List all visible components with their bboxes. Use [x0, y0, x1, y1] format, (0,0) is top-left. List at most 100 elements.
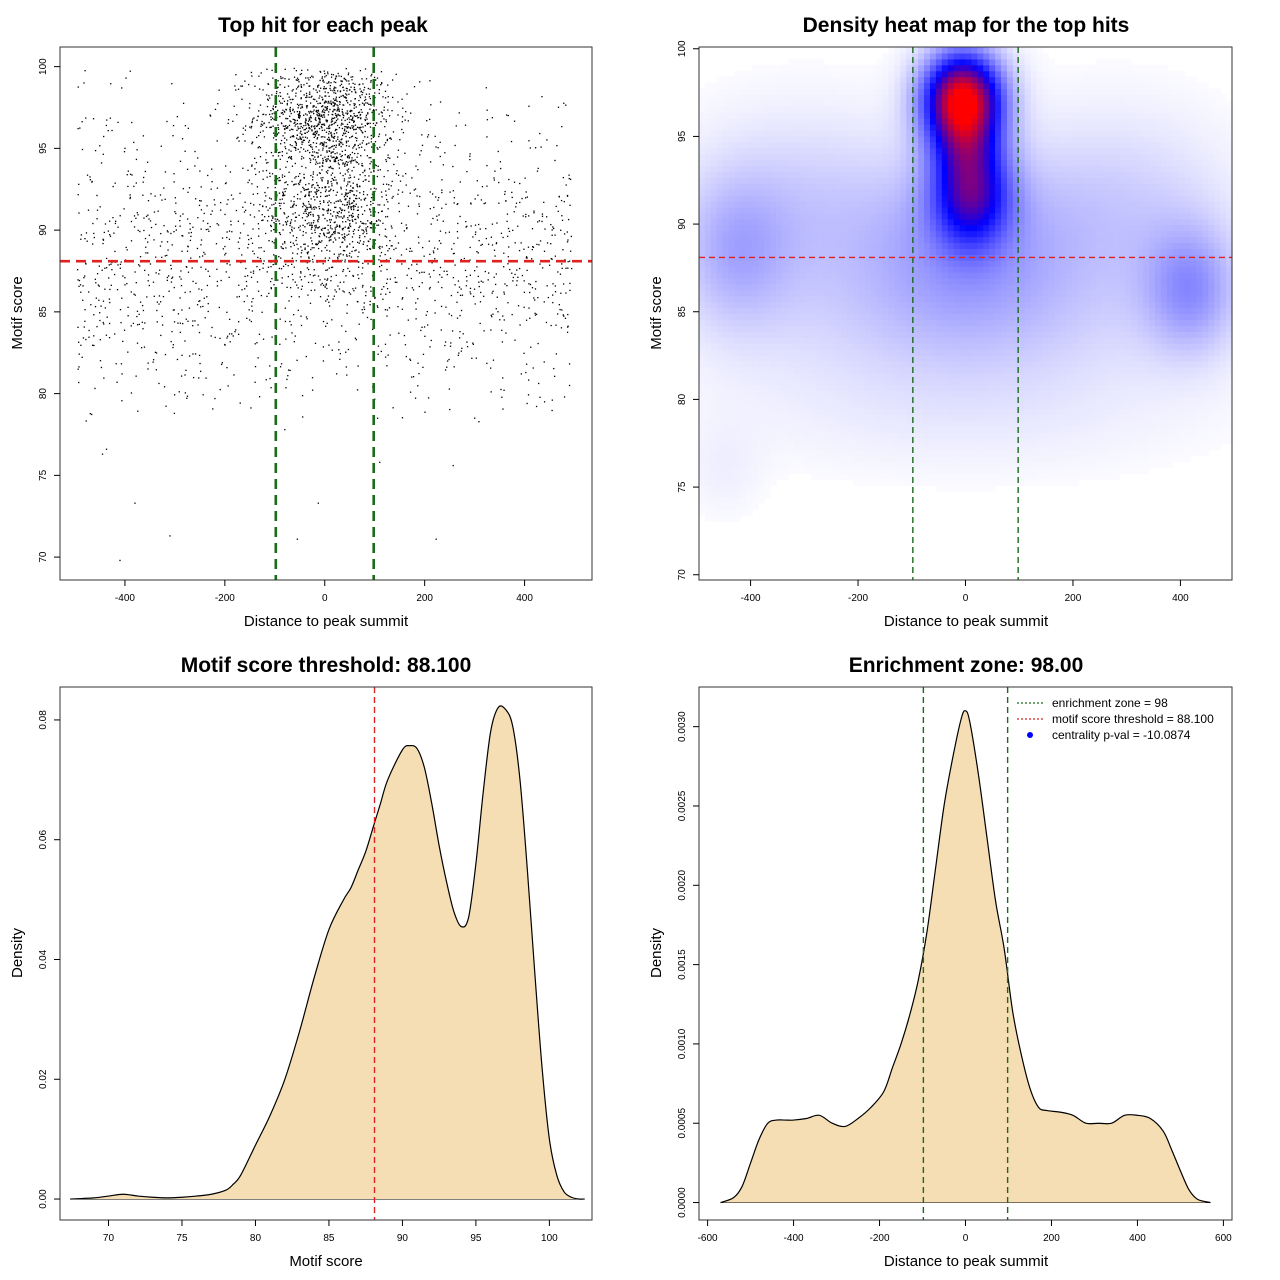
heatmap-cell [775, 64, 783, 72]
scatter-point [310, 126, 313, 128]
heatmap-cell [710, 366, 718, 374]
heatmap-cell [716, 295, 724, 303]
heatmap-cell [746, 378, 753, 386]
scatter-point [312, 176, 314, 178]
heatmap-cell [770, 135, 777, 143]
scatter-point [310, 224, 312, 226]
heatmap-cell [793, 378, 801, 386]
scatter-point [561, 219, 564, 222]
scatter-point [401, 298, 403, 300]
heatmap-cell [781, 455, 789, 463]
scatter-point [291, 228, 293, 231]
heatmap-cell [817, 135, 824, 143]
scatter-point [389, 257, 392, 259]
scatter-point [327, 92, 329, 94]
scatter-point [310, 206, 312, 209]
scatter-point [399, 180, 402, 182]
scatter-point [258, 88, 261, 90]
heatmap-cell [734, 177, 742, 184]
scatter-point [469, 274, 471, 276]
scatter-point [418, 203, 420, 205]
scatter-point [478, 281, 480, 283]
scatter-point [444, 341, 447, 343]
scatter-point [346, 90, 348, 92]
heatmap-cell [758, 260, 765, 267]
scatter-point [366, 232, 368, 235]
scatter-point [93, 314, 95, 316]
heatmap-cell [781, 437, 789, 445]
scatter-point [338, 288, 341, 290]
scatter-point [316, 91, 318, 93]
heatmap-cell [716, 503, 724, 510]
scatter-point [351, 157, 353, 159]
heatmap-cell [793, 141, 801, 149]
scatter-point [355, 222, 357, 224]
heatmap-cell [781, 390, 789, 398]
scatter-point [352, 187, 355, 189]
scatter-point [238, 140, 240, 142]
heatmap-cell [728, 260, 736, 267]
scatter-point [253, 216, 256, 218]
scatter-point [325, 120, 327, 122]
scatter-point [231, 231, 233, 233]
scatter-point [328, 127, 330, 130]
scatter-point [147, 368, 149, 370]
heatmap-cell [817, 360, 824, 368]
scatter-point [79, 284, 82, 286]
heatmap-cell [805, 449, 813, 457]
scatter-point [314, 98, 316, 101]
scatter-point [342, 123, 344, 125]
scatter-point [296, 110, 299, 113]
scatter-point [130, 240, 133, 242]
heatmap-cell [716, 467, 724, 474]
heatmap-cell [704, 141, 712, 149]
scatter-point [330, 89, 332, 91]
heatmap-cell [793, 212, 801, 220]
heatmap-cell [770, 153, 777, 161]
heatmap-cell [823, 366, 830, 374]
scatter-point [171, 244, 173, 246]
heatmap-cell [770, 266, 777, 273]
scatter-point [304, 226, 306, 228]
heatmap-cell [770, 467, 777, 474]
heatmap-cell [811, 118, 819, 125]
scatter-point [388, 188, 390, 190]
heatmap-cell [746, 212, 753, 220]
scatter-point [545, 321, 548, 324]
scatter-point [256, 186, 259, 188]
scatter-point [553, 367, 555, 370]
scatter-point [379, 146, 381, 148]
scatter-point [322, 80, 324, 82]
heatmap-cell [787, 153, 795, 161]
scatter-point [474, 417, 476, 419]
heatmap-cell [722, 242, 730, 249]
scatter-point [542, 267, 544, 269]
scatter-point [339, 153, 341, 155]
scatter-point [301, 141, 303, 143]
scatter-point [553, 375, 556, 377]
scatter-point [348, 227, 350, 229]
heatmap-cell [764, 295, 771, 303]
scatter-point [386, 198, 388, 201]
scatter-point [300, 107, 302, 109]
scatter-point [333, 231, 335, 234]
scatter-point [513, 120, 516, 122]
scatter-point [133, 226, 136, 228]
heatmap-cell [775, 242, 783, 249]
scatter-point [207, 174, 209, 177]
scatter-point [329, 239, 331, 241]
scatter-point [120, 321, 122, 324]
scatter-point [370, 141, 372, 143]
scatter-point [326, 120, 328, 123]
scatter-point [353, 107, 355, 109]
heatmap-cell [787, 82, 795, 90]
scatter-point [308, 191, 310, 194]
scatter-point [309, 260, 311, 262]
scatter-point [319, 143, 321, 145]
scatter-point [206, 205, 208, 207]
scatter-point [300, 146, 302, 149]
scatter-point [88, 329, 90, 332]
scatter-point [305, 127, 308, 129]
heatmap-cell [805, 242, 813, 249]
scatter-point [320, 177, 322, 179]
